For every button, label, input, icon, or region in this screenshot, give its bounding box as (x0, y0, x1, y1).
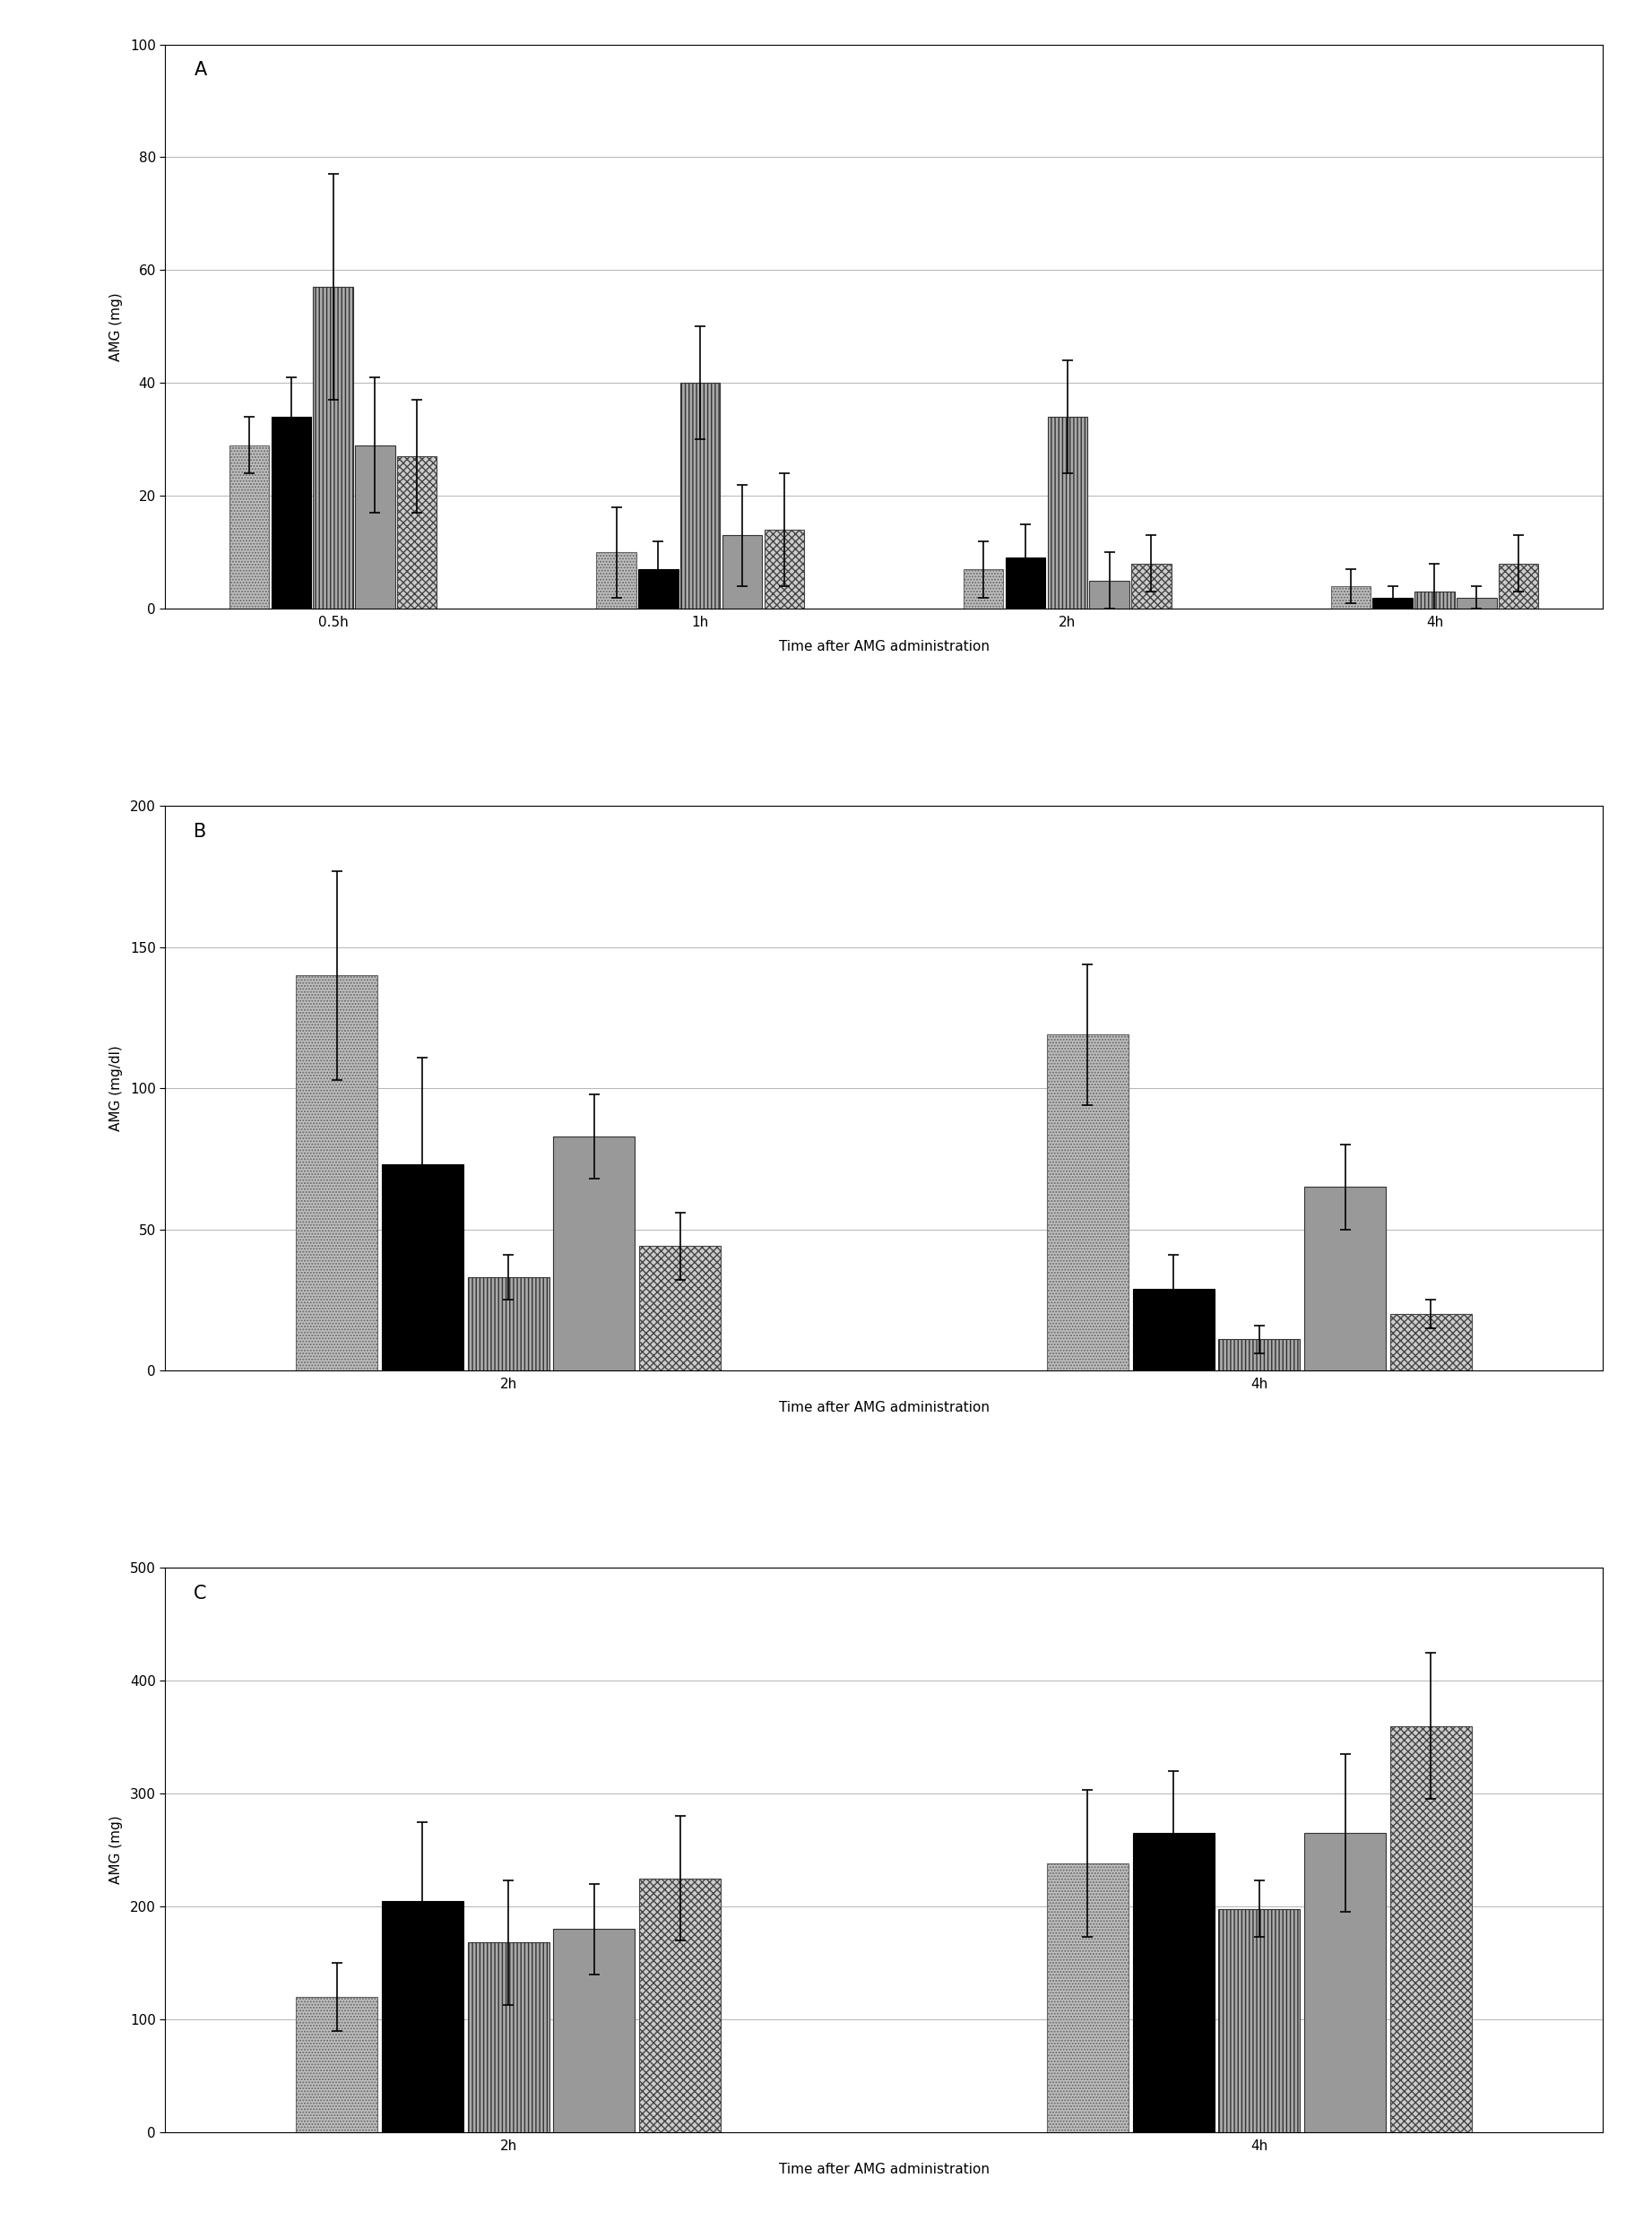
Bar (1219, 1908, 1300, 2132)
Bar (1133, 1288, 1214, 1370)
Bar (314, 287, 354, 609)
X-axis label: Time after AMG administration: Time after AMG administration (778, 2163, 990, 2177)
X-axis label: Time after AMG administration: Time after AMG administration (778, 640, 990, 653)
Bar (963, 569, 1003, 609)
Bar (1047, 1863, 1128, 2132)
Bar (596, 553, 636, 609)
Bar (722, 535, 762, 609)
Text: A: A (193, 62, 206, 80)
Bar (553, 1137, 634, 1370)
X-axis label: Time after AMG administration: Time after AMG administration (778, 1401, 990, 1415)
Bar (1219, 1339, 1300, 1370)
Bar (296, 975, 378, 1370)
Bar (1389, 1315, 1472, 1370)
Bar (1498, 564, 1538, 609)
Bar (296, 1997, 378, 2132)
Bar (468, 1943, 548, 2132)
Y-axis label: AMG (mg): AMG (mg) (109, 293, 122, 360)
Bar (271, 418, 311, 609)
Bar (468, 1277, 548, 1370)
Bar (1332, 586, 1371, 609)
Bar (1089, 580, 1130, 609)
Bar (1047, 418, 1087, 609)
Bar (1305, 1186, 1386, 1370)
Bar (382, 1164, 463, 1370)
Bar (382, 1901, 463, 2132)
Y-axis label: AMG (mg/dl): AMG (mg/dl) (109, 1046, 122, 1130)
Bar (355, 444, 395, 609)
Bar (1047, 1035, 1128, 1370)
Bar (1373, 597, 1412, 609)
Bar (1389, 1726, 1472, 2132)
Bar (1132, 564, 1171, 609)
Bar (638, 569, 679, 609)
Bar (1133, 1832, 1214, 2132)
Bar (681, 382, 720, 609)
Bar (765, 529, 805, 609)
Bar (1414, 591, 1454, 609)
Bar (396, 455, 436, 609)
Bar (639, 1879, 720, 2132)
Bar (230, 444, 269, 609)
Bar (1006, 557, 1046, 609)
Bar (639, 1246, 720, 1370)
Text: B: B (193, 824, 206, 842)
Bar (1305, 1832, 1386, 2132)
Y-axis label: AMG (mg): AMG (mg) (109, 1817, 122, 1883)
Bar (1457, 597, 1497, 609)
Bar (553, 1930, 634, 2132)
Text: C: C (193, 1586, 206, 1604)
